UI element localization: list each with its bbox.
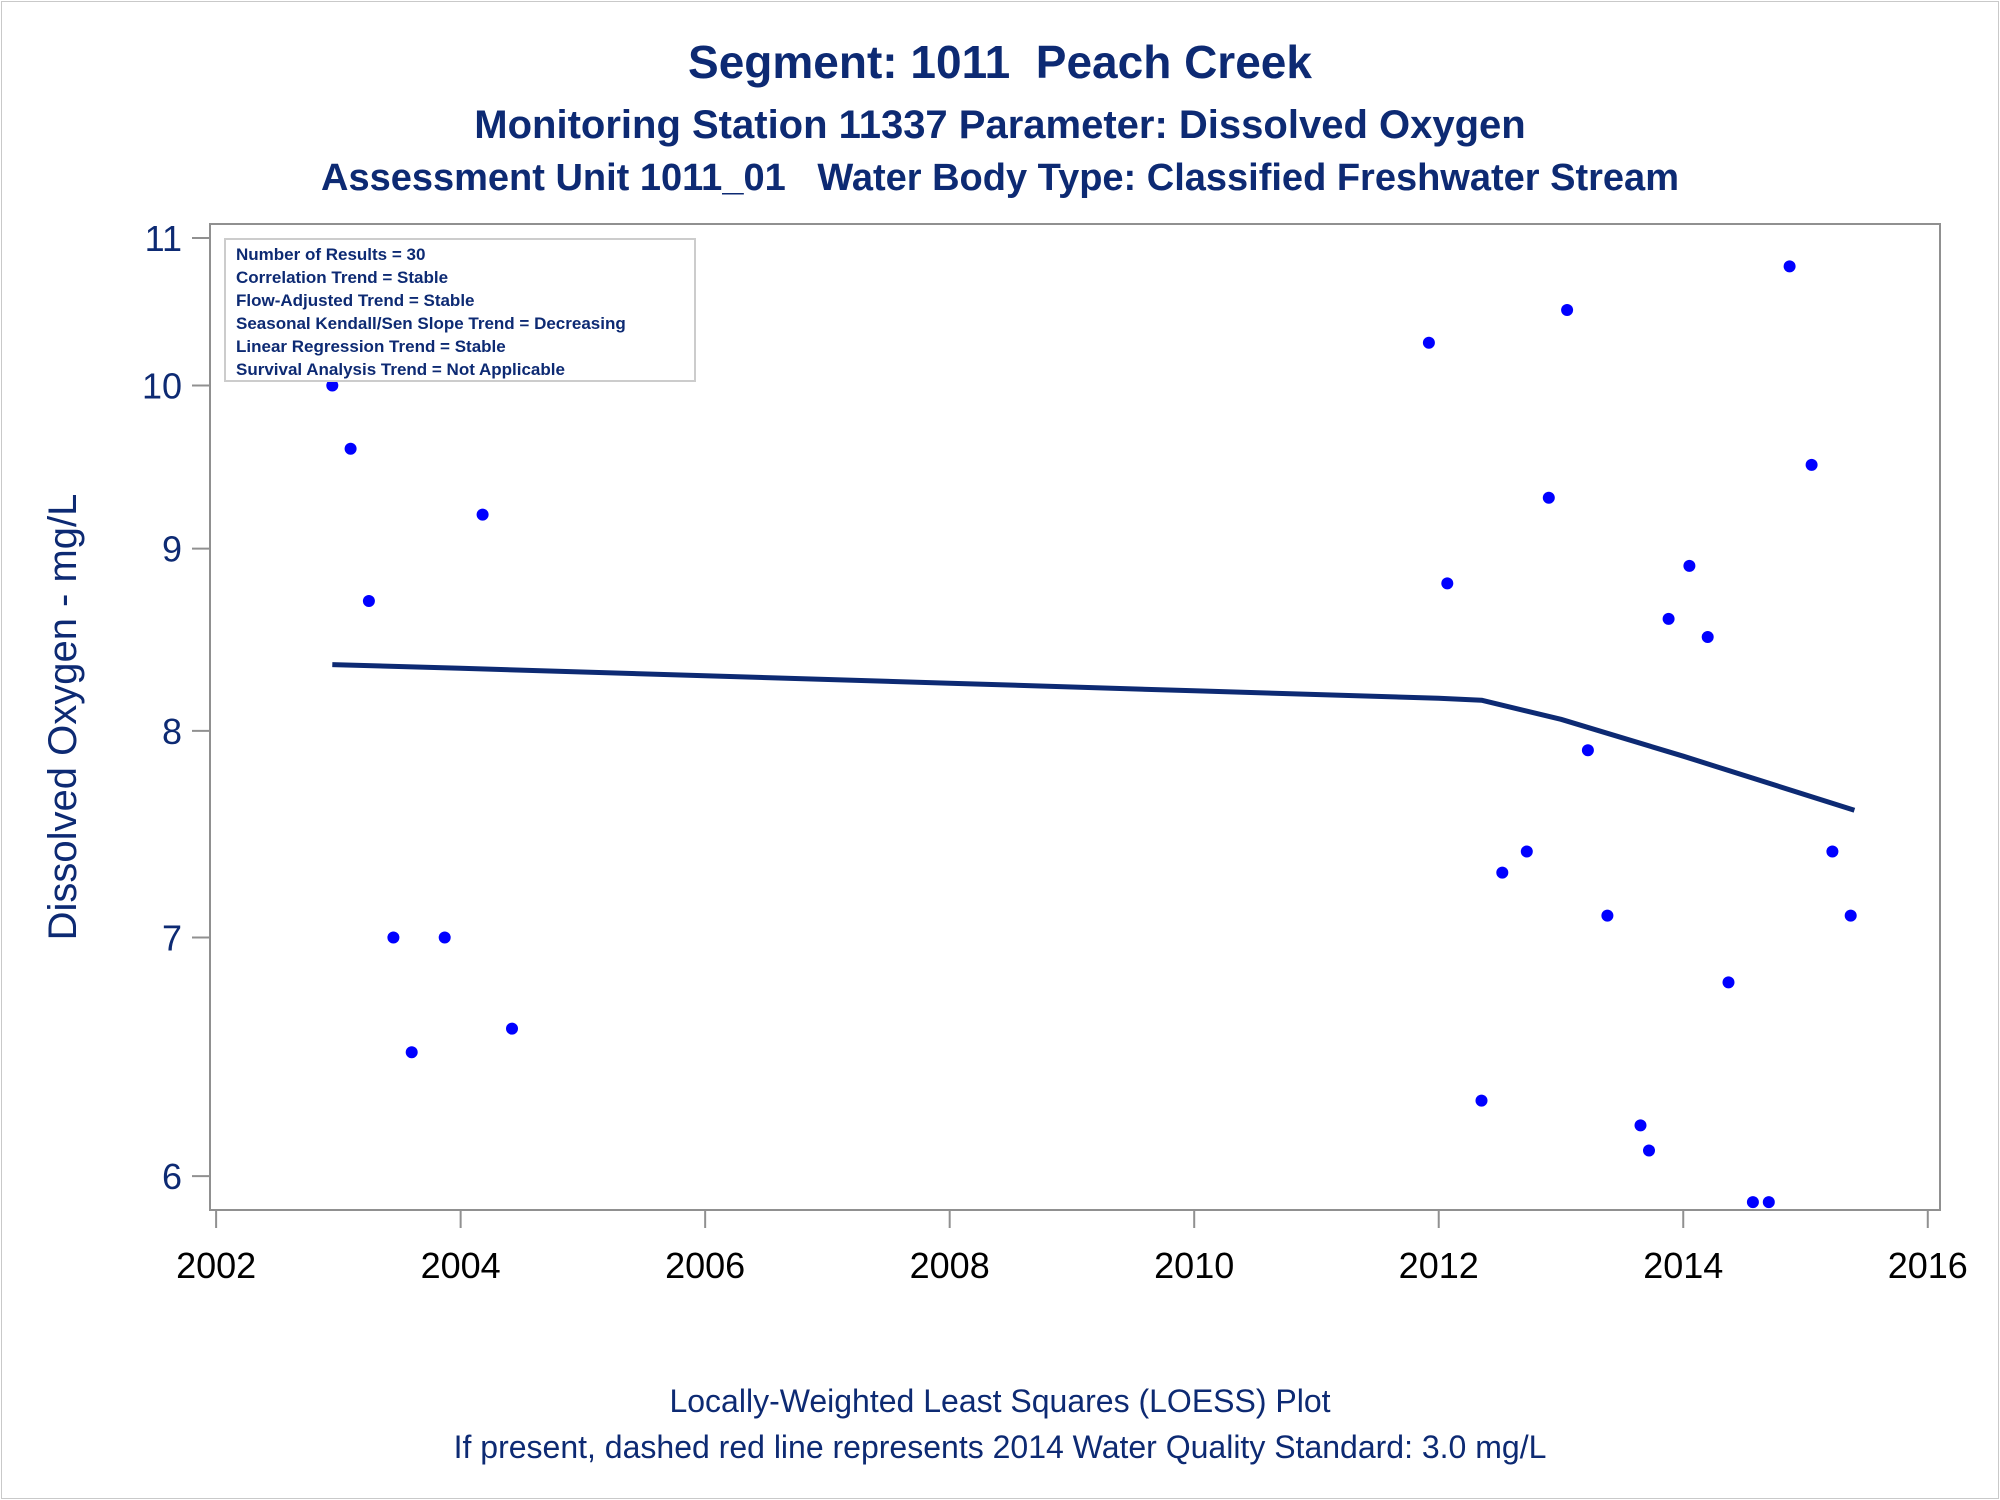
y-tick-label: 10 — [142, 366, 182, 407]
data-point — [1783, 260, 1796, 273]
data-point — [476, 508, 489, 521]
data-point — [1722, 976, 1735, 989]
x-tick-label: 2006 — [665, 1245, 745, 1286]
data-point — [362, 595, 375, 607]
data-point — [1542, 491, 1555, 504]
stats-line: Seasonal Kendall/Sen Slope Trend = Decre… — [236, 314, 626, 333]
data-point — [1805, 458, 1818, 471]
x-tick-label: 2010 — [1154, 1245, 1234, 1286]
x-axis: 2002 2004 2006 2008 2010 2012 2014 2016 — [176, 1210, 1968, 1286]
data-point — [326, 379, 339, 392]
data-point — [1762, 1196, 1775, 1209]
stats-line: Linear Regression Trend = Stable — [236, 337, 506, 356]
data-point — [506, 1022, 518, 1035]
data-point — [1441, 577, 1454, 590]
chart-subtitle-2: Assessment Unit 1011_01 Water Body Type:… — [321, 157, 1679, 199]
data-point — [1701, 631, 1714, 643]
data-point — [387, 931, 400, 944]
data-point — [1746, 1196, 1759, 1209]
stats-box: Number of Results = 30 Correlation Trend… — [224, 238, 696, 382]
footnote-1: Locally-Weighted Least Squares (LOESS) P… — [669, 1383, 1330, 1419]
chart-subtitle: Monitoring Station 11337 Parameter: Diss… — [474, 103, 1525, 147]
x-tick-label: 2002 — [176, 1245, 256, 1286]
data-point — [1826, 845, 1839, 858]
y-axis: 6 7 8 9 10 11 — [142, 218, 210, 1197]
x-tick-label: 2004 — [421, 1245, 501, 1286]
data-point — [1422, 336, 1435, 349]
stats-line: Survival Analysis Trend = Not Applicable — [236, 360, 565, 379]
stats-box-frame — [224, 238, 696, 382]
chart-title: Segment: 1011 Peach Creek — [688, 36, 1312, 88]
loess-line — [332, 662, 1856, 813]
stats-line: Number of Results = 30 — [236, 245, 425, 264]
data-point — [1520, 845, 1533, 858]
data-point — [1581, 744, 1594, 757]
data-point — [1601, 909, 1614, 922]
data-point — [1643, 1144, 1655, 1157]
data-point — [438, 931, 451, 944]
data-point — [1634, 1119, 1647, 1132]
stats-line: Correlation Trend = Stable — [236, 268, 448, 287]
y-tick-label: 9 — [162, 529, 182, 570]
data-point — [1496, 866, 1509, 879]
y-tick-label: 8 — [162, 711, 182, 752]
data-point — [344, 442, 357, 455]
footnote-2: If present, dashed red line represents 2… — [454, 1429, 1547, 1465]
x-tick-label: 2012 — [1399, 1245, 1479, 1286]
data-point — [405, 1046, 418, 1059]
y-tick-label: 6 — [162, 1156, 182, 1197]
data-point — [1662, 612, 1675, 625]
plot-area — [209, 223, 1941, 1211]
x-tick-label: 2014 — [1643, 1245, 1723, 1286]
data-point — [1561, 304, 1574, 316]
stats-line: Flow-Adjusted Trend = Stable — [236, 291, 475, 310]
data-series — [326, 260, 1857, 1209]
data-point — [1475, 1094, 1488, 1107]
x-tick-label: 2008 — [910, 1245, 990, 1286]
y-tick-label: 11 — [145, 218, 182, 259]
x-tick-label: 2016 — [1888, 1245, 1968, 1286]
data-point — [1683, 559, 1696, 572]
y-axis-label: Dissolved Oxygen - mg/L — [41, 494, 85, 941]
y-tick-label: 7 — [162, 918, 182, 959]
data-point — [1844, 909, 1857, 922]
